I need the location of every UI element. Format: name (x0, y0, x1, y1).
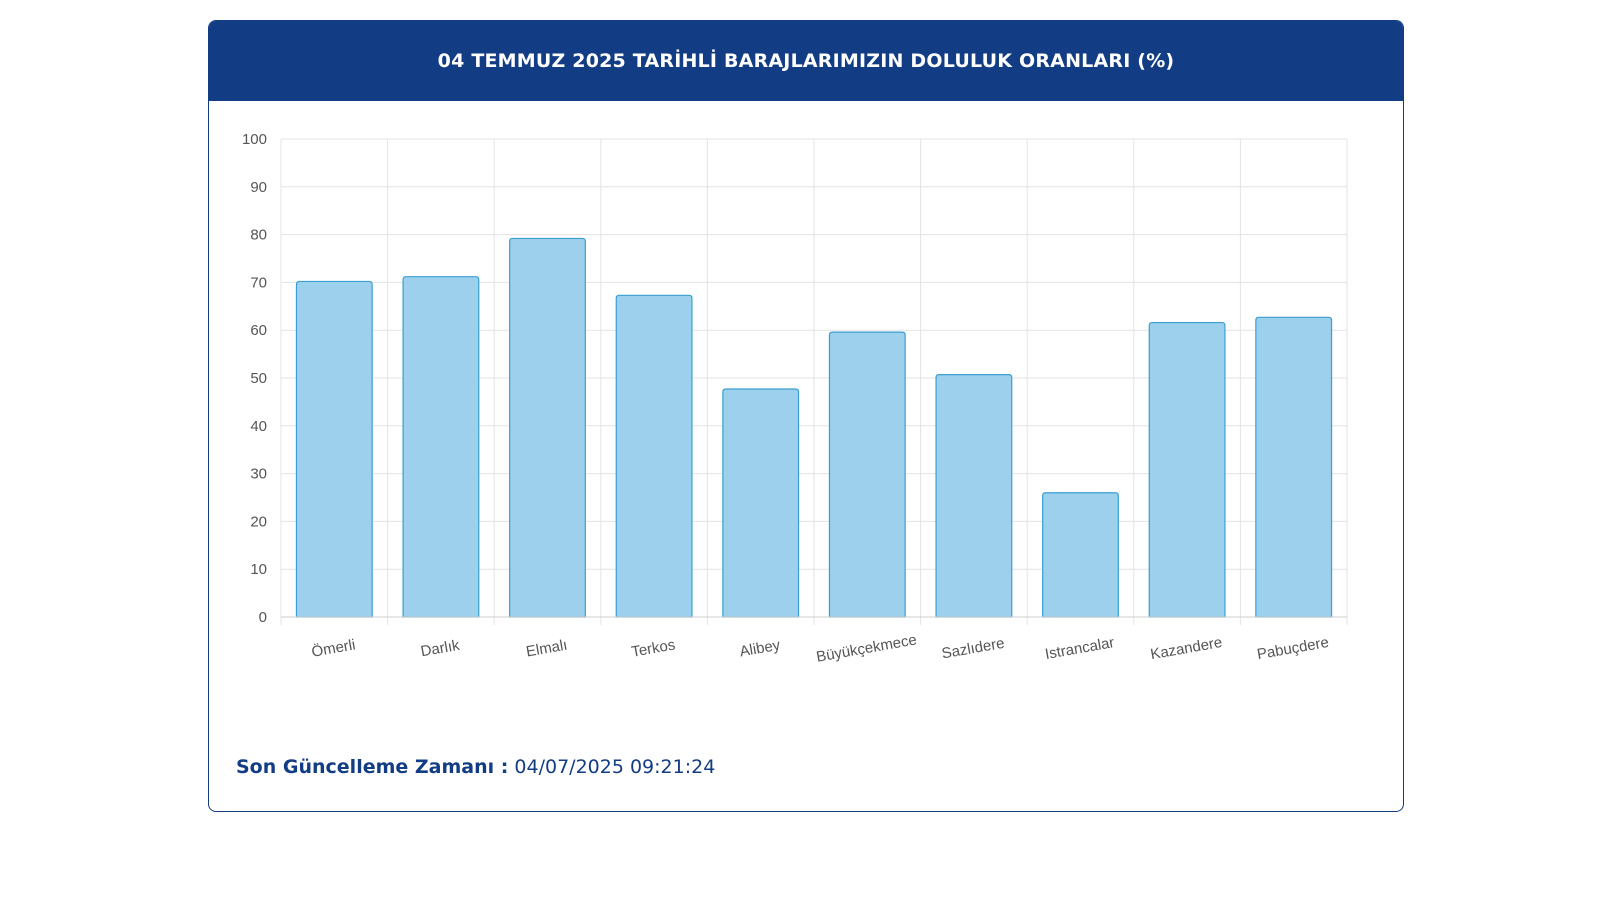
bar (615, 294, 693, 618)
y-tick-label: 20 (250, 513, 267, 530)
last-update-value: 04/07/2025 09:21:24 (514, 756, 716, 778)
bar (509, 237, 586, 618)
chart-card: 04 TEMMUZ 2025 TARİHLİ BARAJLARIMIZIN DO… (208, 20, 1404, 812)
bar (1148, 321, 1226, 618)
y-tick-label: 10 (250, 561, 267, 578)
bar (1042, 492, 1119, 618)
y-tick-label: 40 (250, 418, 267, 435)
x-tick-label: Terkos (630, 636, 676, 660)
bar (722, 388, 800, 618)
bar (935, 374, 1013, 618)
y-tick-label: 70 (250, 274, 267, 291)
y-tick-label: 0 (259, 609, 267, 626)
bar (295, 280, 373, 618)
x-tick-label: Sazlıdere (940, 635, 1005, 663)
last-update-label: Son Güncelleme Zamanı : (236, 756, 509, 778)
x-tick-label: Pabuçdere (1256, 634, 1330, 663)
bar (402, 276, 480, 618)
y-tick-label: 60 (250, 322, 267, 339)
y-tick-label: 30 (250, 466, 267, 483)
x-tick-label: Alibey (738, 637, 782, 661)
x-tick-label: Elmalı (525, 637, 569, 661)
last-update: Son Güncelleme Zamanı : 04/07/2025 09:21… (236, 756, 715, 778)
y-tick-label: 100 (242, 131, 267, 148)
bar-chart: 0 10 20 30 40 50 60 70 80 90 100 Ömerli Darlık Elmalı… (242, 131, 1348, 666)
bar (828, 331, 906, 618)
chart-title: 04 TEMMUZ 2025 TARİHLİ BARAJLARIMIZIN DO… (437, 50, 1175, 72)
x-tick-label: Büyükçekmece (815, 631, 918, 665)
x-tick-label: Darlık (419, 637, 461, 661)
y-tick-label: 80 (250, 227, 267, 244)
y-tick-label: 50 (250, 370, 267, 387)
card-header: 04 TEMMUZ 2025 TARİHLİ BARAJLARIMIZIN DO… (209, 21, 1403, 101)
x-tick-label: Istrancalar (1044, 634, 1116, 663)
y-tick-label: 90 (250, 179, 267, 196)
x-tick-label: Kazandere (1149, 634, 1223, 663)
x-tick-label: Ömerli (310, 635, 357, 660)
bar (1255, 316, 1333, 618)
